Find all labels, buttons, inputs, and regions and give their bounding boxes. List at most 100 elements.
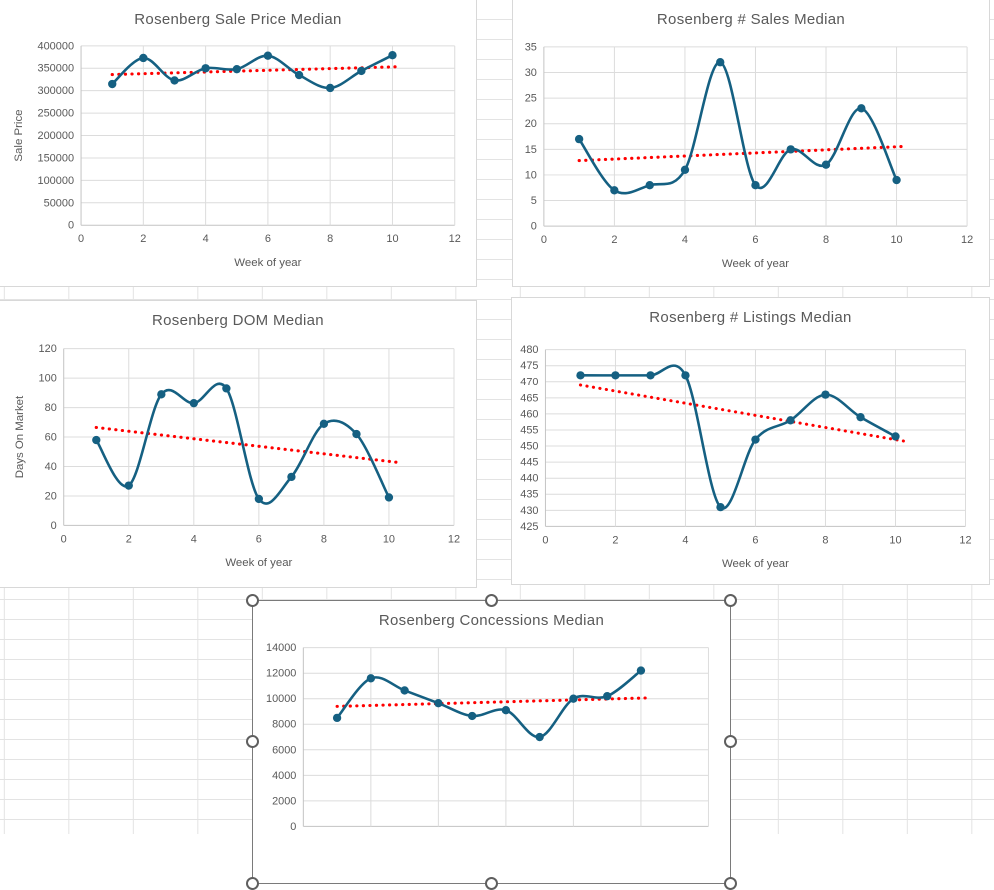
series-line[interactable] — [110, 53, 394, 90]
selection-handle-bottom-left[interactable] — [246, 877, 259, 890]
svg-text:20: 20 — [525, 118, 537, 130]
y-tick-labels: 0 5 10 15 20 25 30 35 — [525, 41, 537, 232]
svg-text:4: 4 — [203, 233, 209, 245]
svg-text:10000: 10000 — [266, 693, 296, 705]
svg-text:50000: 50000 — [44, 197, 74, 209]
svg-text:6: 6 — [256, 533, 262, 545]
series-markers[interactable] — [92, 384, 394, 504]
series-line[interactable] — [577, 60, 898, 195]
chart-title: Rosenberg DOM Median — [152, 312, 324, 329]
chart-title: Rosenberg Sale Price Median — [134, 11, 342, 28]
svg-text:2: 2 — [612, 534, 618, 546]
svg-text:470: 470 — [520, 376, 538, 388]
svg-text:425: 425 — [520, 521, 538, 533]
svg-text:100: 100 — [39, 373, 57, 385]
svg-text:10: 10 — [889, 534, 901, 546]
trendline[interactable] — [94, 425, 399, 464]
svg-text:80: 80 — [45, 402, 57, 414]
x-axis-title: Week of year — [722, 558, 789, 570]
series-markers[interactable] — [108, 51, 397, 93]
selection-handle-bottom-right[interactable] — [724, 877, 737, 890]
svg-text:475: 475 — [520, 360, 538, 372]
svg-text:2: 2 — [140, 233, 146, 245]
svg-text:12: 12 — [959, 534, 971, 546]
selection-handle-top-center[interactable] — [484, 594, 498, 607]
selection-handle-top-left[interactable] — [246, 594, 259, 607]
chart-concessions-median[interactable]: Rosenberg Concessions Median 0 2000 4000 60… — [246, 594, 737, 890]
svg-text:445: 445 — [520, 457, 538, 469]
x-gridlines — [63, 348, 455, 526]
trendline[interactable] — [110, 65, 402, 77]
svg-text:5: 5 — [531, 195, 537, 207]
svg-text:120: 120 — [39, 343, 57, 355]
x-tick-labels: 0 2 4 6 8 10 12 — [541, 234, 973, 246]
svg-text:0: 0 — [541, 234, 547, 246]
chart-num-sales-median[interactable]: Rosenberg # Sales Median 0 5 10 15 20 25 30 35 0… — [512, 0, 990, 287]
svg-text:12: 12 — [961, 234, 973, 246]
series-markers[interactable] — [576, 371, 900, 512]
svg-text:2: 2 — [611, 234, 617, 246]
svg-text:465: 465 — [520, 392, 538, 404]
svg-text:12000: 12000 — [266, 668, 296, 680]
svg-text:250000: 250000 — [38, 108, 75, 120]
series-markers[interactable] — [332, 666, 646, 742]
selection-handle-middle-left[interactable] — [246, 735, 259, 748]
svg-text:4: 4 — [682, 234, 688, 246]
series-line[interactable] — [94, 382, 391, 505]
trendline[interactable] — [577, 144, 907, 163]
svg-text:12: 12 — [449, 233, 461, 245]
svg-text:40: 40 — [45, 461, 57, 473]
svg-text:200000: 200000 — [38, 130, 75, 142]
series-markers[interactable] — [574, 58, 901, 195]
svg-text:6: 6 — [265, 233, 271, 245]
svg-text:300000: 300000 — [38, 85, 75, 97]
svg-text:0: 0 — [290, 821, 296, 833]
x-gridlines — [80, 45, 456, 226]
y-tick-labels: 425 430 435 440 445 450 455 460 465 470 475 480 — [520, 344, 538, 533]
svg-text:430: 430 — [520, 505, 538, 517]
x-tick-labels: 0 2 4 6 8 10 12 — [542, 534, 971, 546]
series-line[interactable] — [335, 669, 643, 739]
chart-canvas: 0 50000 100000 150000 200000 250000 300000 3500… — [13, 40, 461, 269]
chart-canvas: 425 430 435 440 445 450 455 460 465 470 475 480 0 2 4 6… — [520, 344, 971, 570]
svg-text:100000: 100000 — [38, 175, 75, 187]
svg-text:15: 15 — [525, 144, 537, 156]
trendline[interactable] — [335, 696, 651, 708]
svg-text:480: 480 — [520, 344, 538, 356]
svg-text:8: 8 — [321, 533, 327, 545]
svg-text:30: 30 — [525, 67, 537, 79]
svg-text:350000: 350000 — [38, 63, 75, 75]
y-axis-title: Days On Market — [14, 395, 26, 478]
y-tick-labels: 0 20 40 60 80 100 120 — [39, 343, 57, 532]
svg-text:8: 8 — [822, 534, 828, 546]
svg-text:0: 0 — [68, 220, 74, 232]
y-axis-title: Sale Price — [13, 109, 25, 161]
svg-text:20: 20 — [45, 490, 57, 502]
svg-text:6000: 6000 — [272, 744, 296, 756]
svg-text:10: 10 — [890, 234, 902, 246]
series-line[interactable] — [579, 364, 897, 510]
chart-canvas: 0 20 40 60 80 100 120 0 2 4 6 8 10 12 Week of year Days… — [14, 343, 460, 569]
svg-text:0: 0 — [51, 520, 57, 532]
selection-handle-middle-right[interactable] — [724, 735, 737, 748]
selection-handle-top-right[interactable] — [724, 594, 737, 607]
chart-title: Rosenberg # Sales Median — [656, 11, 846, 28]
chart-canvas: 0 5 10 15 20 25 30 35 0 2 4 6 8 10 12 Week of year — [525, 41, 973, 270]
y-tick-labels: 0 50000 100000 150000 200000 250000 300000 3500… — [38, 40, 75, 231]
chart-canvas: 0 2000 4000 6000 8000 10000 12000 14000 — [266, 642, 709, 833]
svg-text:8000: 8000 — [272, 719, 296, 731]
svg-text:440: 440 — [520, 473, 538, 485]
svg-text:8: 8 — [327, 233, 333, 245]
svg-text:25: 25 — [525, 93, 537, 105]
trendline[interactable] — [578, 383, 905, 443]
svg-text:10: 10 — [525, 169, 537, 181]
chart-sale-price-median[interactable]: Rosenberg Sale Price Median 0 50000 100000… — [0, 0, 477, 287]
chart-title: Rosenberg Concessions Median — [378, 612, 605, 629]
chart-num-listings-median[interactable]: Rosenberg # Listings Median 425 430 435 440… — [511, 297, 990, 585]
svg-text:4: 4 — [191, 533, 197, 545]
selection-handle-bottom-center[interactable] — [484, 877, 498, 890]
y-tick-labels: 0 2000 4000 6000 8000 10000 12000 14000 — [266, 642, 296, 833]
chart-dom-median[interactable]: Rosenberg DOM Median 0 20 40 60 80 100 120 0 2 4 6… — [0, 300, 477, 588]
x-axis-title: Week of year — [225, 557, 292, 569]
svg-text:10: 10 — [383, 533, 395, 545]
